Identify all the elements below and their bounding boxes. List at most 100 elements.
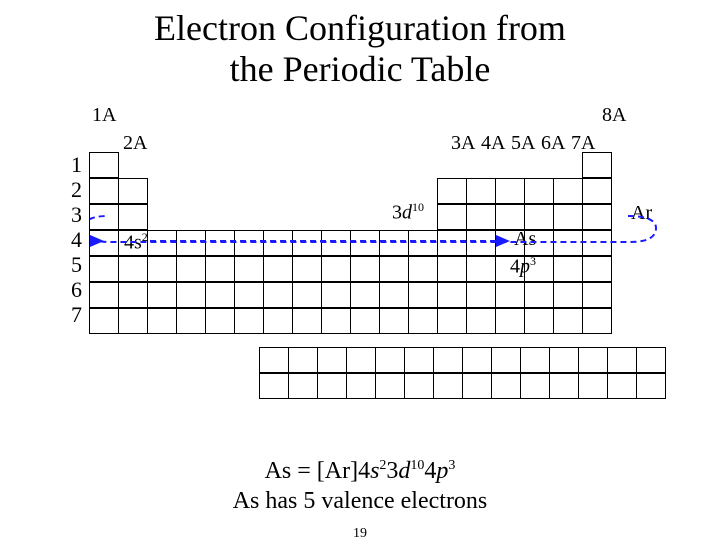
- element-cell: [118, 308, 148, 334]
- element-cell: [375, 373, 405, 399]
- gap-cell: [234, 204, 264, 230]
- period-5: 5: [62, 252, 82, 278]
- annotation-as: As: [514, 228, 536, 251]
- gap-cell: [321, 152, 351, 178]
- table-row: [260, 374, 666, 400]
- gap-cell: [321, 204, 351, 230]
- element-cell: [433, 373, 463, 399]
- element-cell: [582, 152, 612, 178]
- element-cell: [607, 373, 637, 399]
- element-cell: [118, 204, 148, 230]
- period-3: 3: [62, 202, 82, 228]
- element-cell: [288, 347, 318, 373]
- element-cell: [553, 178, 583, 204]
- element-cell: [350, 308, 380, 334]
- element-cell: [466, 308, 496, 334]
- element-cell: [549, 347, 579, 373]
- element-cell: [437, 256, 467, 282]
- element-cell: [437, 230, 467, 256]
- element-cell: [234, 308, 264, 334]
- table-row: [260, 348, 666, 374]
- element-cell: [205, 230, 235, 256]
- element-cell: [292, 230, 322, 256]
- element-cell: [350, 282, 380, 308]
- element-cell: [437, 204, 467, 230]
- group-label-1a: 1A: [92, 104, 116, 127]
- element-cell: [176, 308, 206, 334]
- element-cell: [263, 282, 293, 308]
- element-cell: [437, 308, 467, 334]
- element-cell: [89, 230, 119, 256]
- element-cell: [89, 256, 119, 282]
- element-cell: [375, 347, 405, 373]
- gap-cell: [321, 178, 351, 204]
- element-cell: [234, 230, 264, 256]
- element-cell: [321, 308, 351, 334]
- element-cell: [205, 282, 235, 308]
- element-cell: [350, 230, 380, 256]
- element-cell: [607, 347, 637, 373]
- element-cell: [147, 308, 177, 334]
- summary-line-2: As has 5 valence electrons: [0, 486, 720, 516]
- element-cell: [549, 373, 579, 399]
- element-cell: [582, 178, 612, 204]
- element-cell: [466, 282, 496, 308]
- element-cell: [147, 230, 177, 256]
- element-cell: [578, 373, 608, 399]
- element-cell: [292, 282, 322, 308]
- element-cell: [466, 178, 496, 204]
- element-cell: [147, 256, 177, 282]
- element-cell: [379, 308, 409, 334]
- element-cell: [118, 282, 148, 308]
- gap-cell: [176, 178, 206, 204]
- gap-cell: [176, 204, 206, 230]
- title-line-2: the Periodic Table: [230, 49, 491, 89]
- element-cell: [379, 230, 409, 256]
- element-cell: [495, 282, 525, 308]
- element-cell: [408, 308, 438, 334]
- gap-cell: [408, 152, 438, 178]
- annotation-ar: Ar: [631, 202, 652, 225]
- summary-text: As = [Ar]4s23d104p3 As has 5 valence ele…: [0, 456, 720, 516]
- gap-cell: [292, 204, 322, 230]
- element-cell: [524, 178, 554, 204]
- element-cell: [317, 373, 347, 399]
- element-cell: [89, 152, 119, 178]
- title-line-1: Electron Configuration from: [154, 8, 566, 48]
- element-cell: [582, 204, 612, 230]
- element-cell: [404, 347, 434, 373]
- element-cell: [205, 308, 235, 334]
- element-cell: [292, 256, 322, 282]
- group-label-8a: 8A: [602, 104, 626, 127]
- element-cell: [466, 204, 496, 230]
- element-cell: [176, 230, 206, 256]
- period-2: 2: [62, 177, 82, 203]
- element-cell: [578, 347, 608, 373]
- element-cell: [553, 204, 583, 230]
- element-cell: [437, 178, 467, 204]
- element-cell: [582, 230, 612, 256]
- element-cell: [553, 282, 583, 308]
- period-labels: 1 2 3 4 5 6 7: [62, 153, 82, 328]
- table-row: [90, 179, 612, 205]
- gap-cell: [292, 152, 322, 178]
- element-cell: [346, 347, 376, 373]
- element-cell: [263, 230, 293, 256]
- element-cell: [147, 282, 177, 308]
- table-row: [90, 309, 612, 335]
- gap-cell: [147, 204, 177, 230]
- element-cell: [553, 256, 583, 282]
- element-cell: [321, 256, 351, 282]
- element-cell: [234, 256, 264, 282]
- annotation-4s2: 4s2: [124, 230, 148, 255]
- element-cell: [259, 373, 289, 399]
- element-cell: [636, 373, 666, 399]
- gap-cell: [379, 152, 409, 178]
- element-cell: [437, 282, 467, 308]
- gap-cell: [234, 178, 264, 204]
- gap-cell: [292, 178, 322, 204]
- element-cell: [234, 282, 264, 308]
- element-cell: [118, 256, 148, 282]
- element-cell: [433, 347, 463, 373]
- gap-cell: [234, 152, 264, 178]
